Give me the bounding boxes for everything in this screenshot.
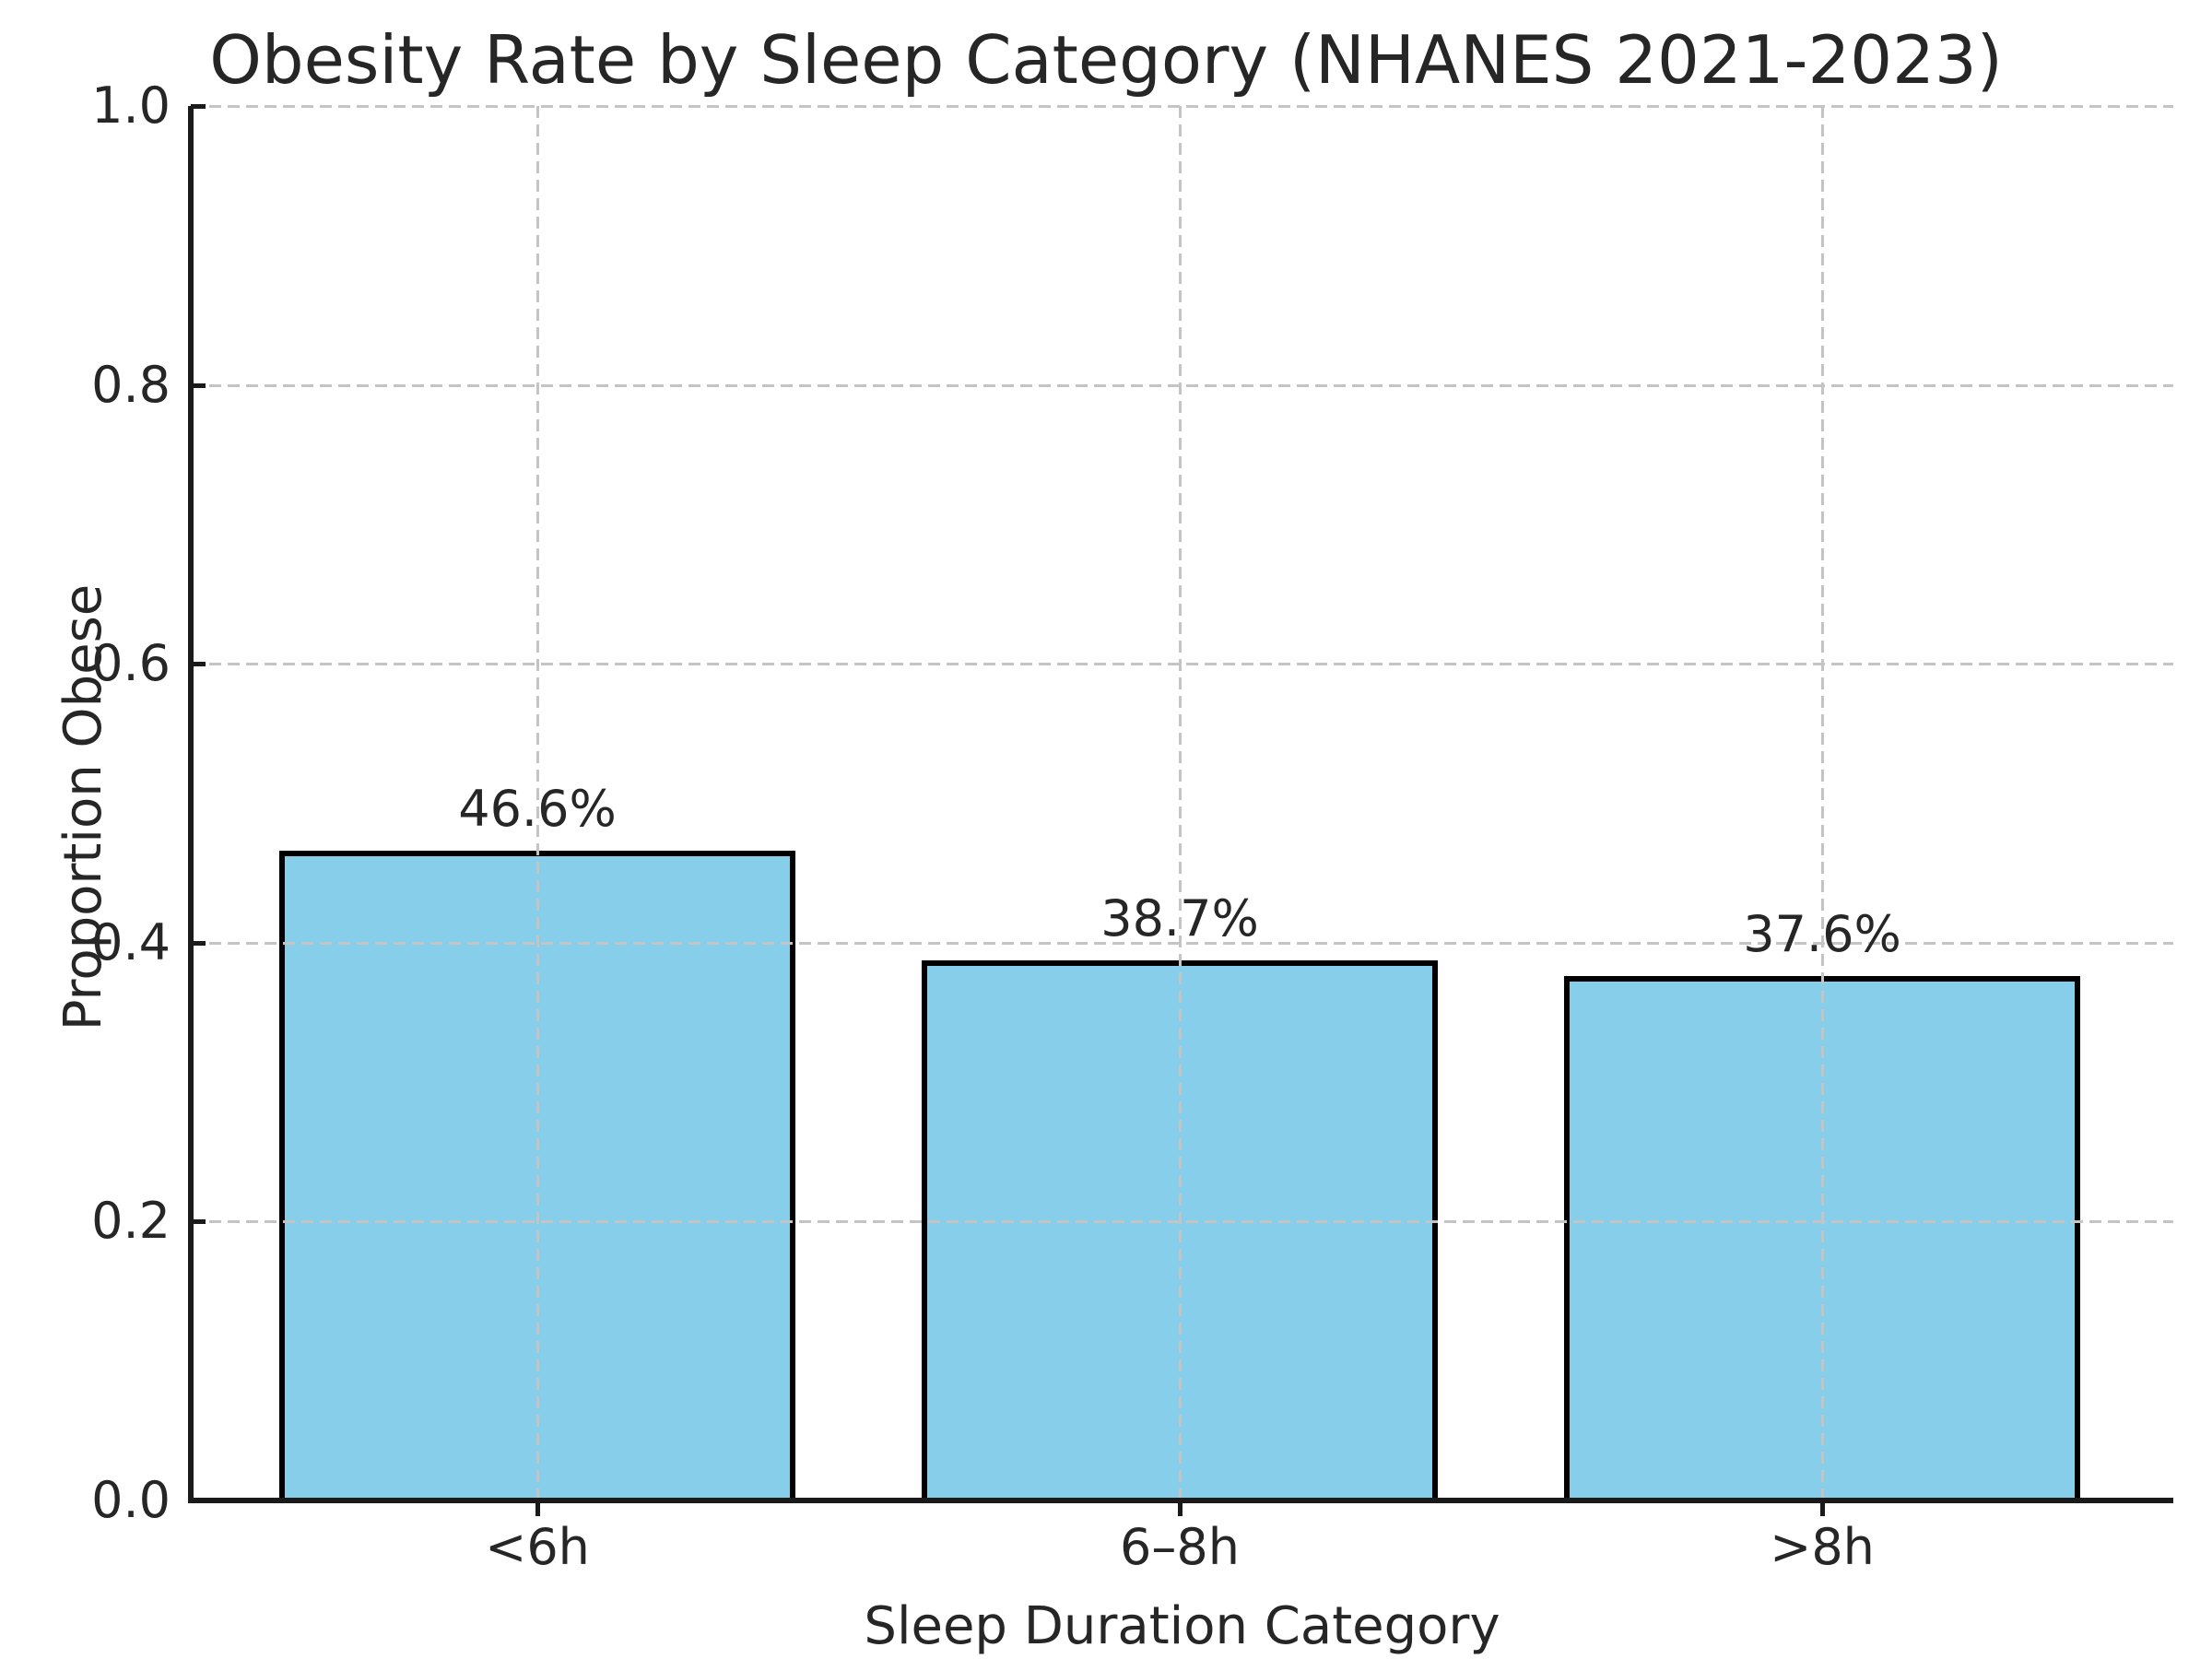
x-tick-label: >8h [1770, 1518, 1875, 1576]
y-axis-title: Proportion Obese [53, 583, 113, 1031]
y-tick-label: 0.0 [91, 1471, 171, 1529]
y-tick-label: 0.4 [91, 912, 171, 971]
v-gridline [1179, 106, 1182, 1500]
x-tick-label: <6h [485, 1518, 590, 1576]
h-gridline [191, 663, 2173, 666]
x-tick-mark [1820, 1503, 1825, 1516]
h-gridline [191, 383, 2173, 387]
x-tick-mark [1178, 1503, 1182, 1516]
v-gridline [536, 106, 539, 1500]
x-axis-spine [188, 1498, 2173, 1503]
bar-value-label: 38.7% [1100, 889, 1259, 948]
y-tick-mark [191, 662, 206, 667]
h-gridline [191, 941, 2173, 945]
bar-value-label: 37.6% [1743, 905, 1901, 964]
y-tick-label: 1.0 [91, 76, 171, 135]
y-tick-label: 0.2 [91, 1192, 171, 1251]
y-tick-mark [191, 1219, 206, 1225]
y-axis-spine [188, 106, 194, 1503]
y-tick-label: 0.6 [91, 634, 171, 693]
x-axis-title: Sleep Duration Category [864, 1596, 1500, 1656]
v-gridline [1821, 106, 1824, 1500]
x-tick-mark [535, 1503, 540, 1516]
h-gridline [191, 105, 2173, 108]
y-tick-mark [191, 382, 206, 388]
y-tick-mark [191, 940, 206, 946]
y-tick-mark [191, 104, 206, 109]
x-tick-label: 6–8h [1120, 1518, 1240, 1576]
h-gridline [191, 1220, 2173, 1224]
bar-value-label: 46.6% [458, 779, 617, 838]
y-tick-label: 0.8 [91, 355, 171, 414]
chart-title: Obesity Rate by Sleep Category (NHANES 2… [209, 21, 2003, 99]
